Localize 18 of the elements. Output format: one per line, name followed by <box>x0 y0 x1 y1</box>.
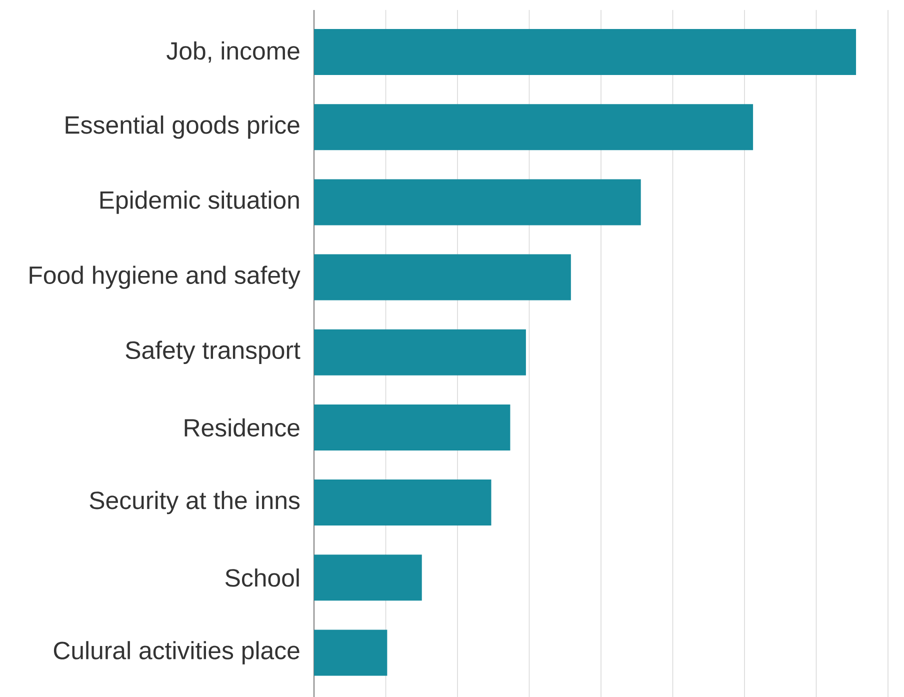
bar <box>314 404 510 450</box>
y-tick-label: Culural activities place <box>54 641 300 664</box>
y-tick-label: Safety transport <box>126 340 300 364</box>
bar <box>314 480 492 526</box>
y-tick-label: Residence <box>184 418 300 437</box>
bar <box>314 104 754 150</box>
bar <box>314 29 856 76</box>
bar <box>314 179 641 226</box>
y-tick-label: Security at the inns <box>90 490 300 514</box>
bar <box>314 329 526 376</box>
y-tick-label: Essential goods price <box>66 116 300 139</box>
bar <box>314 554 422 601</box>
y-tick-label: School <box>225 568 299 587</box>
y-tick-label: Job, income <box>166 41 300 63</box>
y-tick-label: Food hygiene and safety <box>30 266 300 289</box>
bar <box>314 630 388 676</box>
y-tick-label: Epidemic situation <box>100 190 299 214</box>
bar <box>314 254 571 300</box>
